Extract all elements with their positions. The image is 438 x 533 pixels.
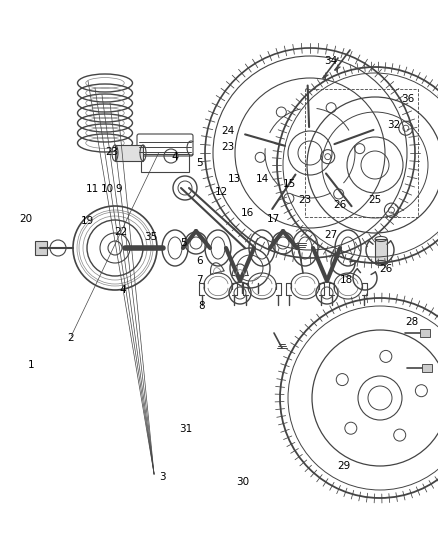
Text: 11: 11 [85,184,99,194]
Text: 36: 36 [401,94,414,103]
Text: 4: 4 [172,152,179,162]
Text: 9: 9 [115,184,122,194]
Text: 20: 20 [20,214,33,223]
Text: 19: 19 [81,216,94,226]
Text: 23: 23 [221,142,234,151]
Bar [375,239,387,263]
Text: 1: 1 [27,360,34,370]
Text: 27: 27 [324,230,337,239]
Text: 15: 15 [283,179,296,189]
Text: 22: 22 [114,227,127,237]
Text: 3: 3 [159,472,166,482]
Text: 16: 16 [241,208,254,218]
Text: 6: 6 [196,256,203,266]
Text: 24: 24 [221,126,234,135]
Bar [141,154,189,172]
Bar [422,364,432,372]
Text: 23: 23 [105,147,118,157]
Text: 2: 2 [67,334,74,343]
Text: 31: 31 [180,424,193,434]
Text: 17: 17 [267,214,280,223]
Text: 5: 5 [180,238,187,247]
Text: 34: 34 [324,56,337,66]
Bar [420,329,430,337]
Text: 18: 18 [339,275,353,285]
Text: 13: 13 [228,174,241,183]
Text: 4: 4 [119,286,126,295]
Text: 32: 32 [388,120,401,130]
Text: 25: 25 [368,195,381,205]
Text: 14: 14 [256,174,269,183]
Text: 26: 26 [379,264,392,274]
Text: 5: 5 [196,158,203,167]
Text: 12: 12 [215,187,228,197]
Text: 35: 35 [145,232,158,242]
Text: 30: 30 [237,478,250,487]
Bar [35,241,47,255]
Text: 29: 29 [337,462,350,471]
Text: 23: 23 [298,195,311,205]
Text: 26: 26 [333,200,346,210]
Text: 28: 28 [405,318,418,327]
Bar [115,145,143,161]
Text: 7: 7 [196,275,203,285]
Text: 8: 8 [198,302,205,311]
Text: 10: 10 [101,184,114,194]
